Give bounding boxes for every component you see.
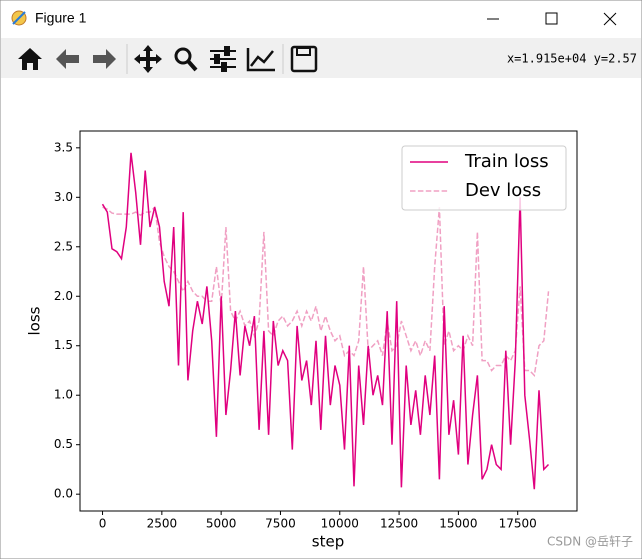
x-tick-label: 0 (99, 517, 107, 531)
x-tick-label: 15000 (439, 517, 477, 531)
title-bar: Figure 1 (11, 10, 617, 26)
legend-label: Dev loss (465, 180, 541, 201)
legend-label: Train loss (464, 151, 549, 172)
y-tick-label: 1.0 (54, 388, 73, 402)
maximize-button[interactable] (545, 12, 558, 25)
subplots-button[interactable] (210, 46, 236, 72)
home-button[interactable] (18, 48, 42, 70)
x-tick-label: 17500 (499, 517, 537, 531)
x-tick-label: 5000 (206, 517, 237, 531)
cursor-coordinates: x=1.915e+04 y=2.57 (507, 52, 637, 66)
forward-button[interactable] (93, 49, 116, 69)
close-button[interactable] (603, 12, 617, 26)
y-tick-label: 0.5 (54, 437, 73, 451)
y-tick-label: 0.0 (54, 487, 73, 501)
y-tick-label: 3.0 (54, 190, 73, 204)
app-icon-stroke (12, 11, 26, 25)
y-tick-label: 2.5 (54, 239, 73, 253)
x-tick-label: 10000 (321, 517, 359, 531)
pan-button[interactable] (134, 45, 162, 73)
save-button-label (296, 47, 311, 56)
x-tick-label: 2500 (147, 517, 178, 531)
y-tick-label: 2.0 (54, 289, 73, 303)
axes-button[interactable] (246, 48, 275, 72)
series-line (101, 152, 550, 490)
watermark: CSDN @岳轩子 (547, 535, 633, 549)
toolbar-buttons (18, 44, 318, 74)
back-button[interactable] (56, 49, 79, 69)
zoom-handle (186, 59, 198, 72)
x-tick-label: 7500 (265, 517, 296, 531)
axes-button-line (250, 50, 274, 67)
window-title: Figure 1 (35, 10, 87, 26)
y-axis-label: loss (26, 306, 44, 335)
y-tick-label: 1.5 (54, 338, 73, 352)
series-line (102, 205, 550, 378)
zoom-button[interactable] (174, 47, 192, 65)
x-tick-label: 12500 (380, 517, 418, 531)
y-tick-label: 3.5 (54, 140, 73, 154)
x-axis-label: step (312, 533, 344, 551)
